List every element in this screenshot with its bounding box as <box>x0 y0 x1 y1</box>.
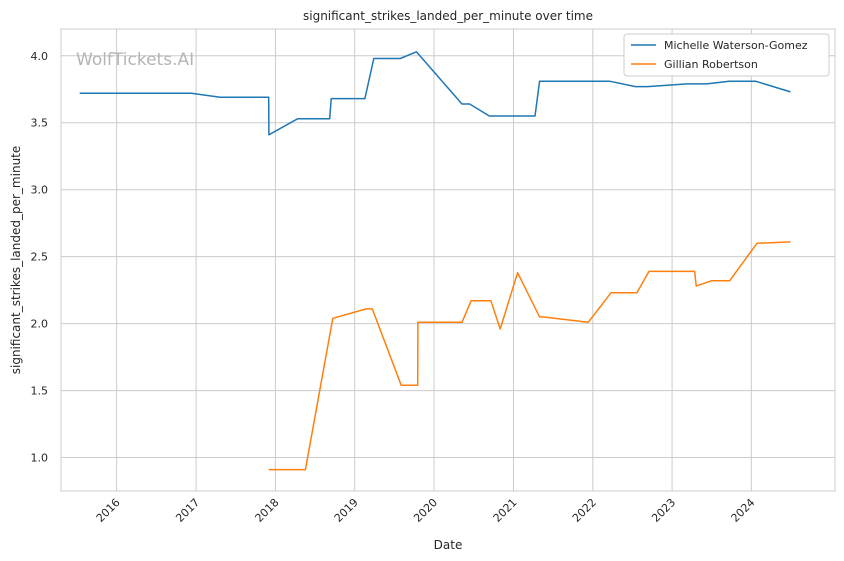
x-tick-label: 2022 <box>570 496 599 525</box>
x-tick-label: 2018 <box>253 496 282 525</box>
x-tick-label: 2019 <box>332 496 361 525</box>
x-axis-ticks: 2016 2017 2018 2019 2020 2021 2022 2023 2024 <box>94 496 758 525</box>
y-tick-label: 1.0 <box>31 452 49 465</box>
y-axis-ticks: 1.0 1.5 2.0 2.5 3.0 3.5 4.0 <box>31 50 49 465</box>
plot-area <box>60 28 836 492</box>
watermark-text: WolfTickets.AI <box>76 50 194 70</box>
x-tick-label: 2024 <box>728 496 757 525</box>
chart-title: significant_strikes_landed_per_minute ov… <box>303 9 593 23</box>
x-tick-label: 2020 <box>411 496 440 525</box>
grid-lines <box>61 29 835 491</box>
legend-box <box>623 33 830 77</box>
y-tick-label: 3.0 <box>31 184 49 197</box>
y-tick-label: 2.0 <box>31 318 49 331</box>
x-tick-label: 2021 <box>491 496 520 525</box>
series-line-gillian-robertson <box>268 241 791 471</box>
x-tick-label: 2023 <box>649 496 678 525</box>
y-tick-label: 4.0 <box>31 50 49 63</box>
series-line-michelle-waterson-gomez <box>79 51 791 136</box>
y-tick-label: 1.5 <box>31 385 49 398</box>
legend-label-michelle-waterson-gomez: Michelle Waterson-Gomez <box>664 39 808 52</box>
y-tick-label: 2.5 <box>31 251 49 264</box>
legend-label-gillian-robertson: Gillian Robertson <box>664 58 758 71</box>
legend: Michelle Waterson-Gomez Gillian Robertso… <box>623 33 830 77</box>
x-tick-label: 2016 <box>94 496 123 525</box>
x-tick-label: 2017 <box>173 496 202 525</box>
y-axis-title: significant_strikes_landed_per_minute <box>9 146 23 375</box>
series-lines <box>79 51 791 471</box>
y-tick-label: 3.5 <box>31 117 49 130</box>
x-axis-title: Date <box>434 538 463 552</box>
